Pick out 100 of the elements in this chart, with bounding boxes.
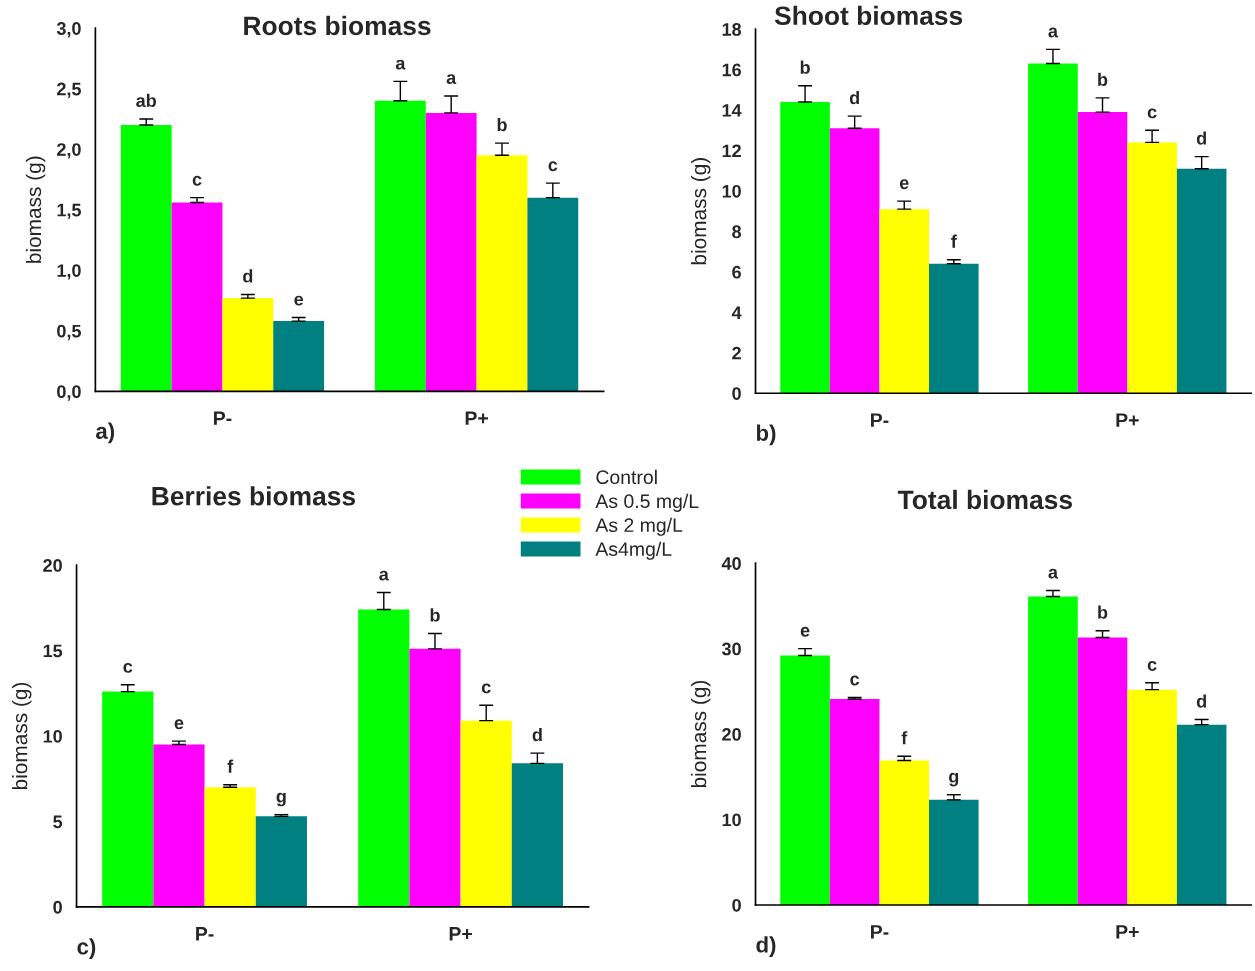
- data-label: d: [532, 727, 542, 742]
- chart-title: Berries biomass: [152, 486, 356, 506]
- y-tick-label: 6: [732, 265, 741, 279]
- y-tick-label: 0: [732, 898, 741, 912]
- bar: [222, 298, 274, 392]
- y-tick-label: 20: [43, 559, 62, 572]
- bar: [1176, 724, 1227, 905]
- data-label: g: [949, 772, 959, 787]
- y-tick-label: 14: [722, 104, 742, 117]
- bar: [255, 816, 307, 907]
- bar: [358, 609, 410, 907]
- bar: [780, 655, 830, 905]
- data-label: c: [123, 662, 133, 673]
- x-tick-label: P+: [1116, 925, 1139, 939]
- bar: [204, 787, 256, 907]
- data-label: c: [192, 175, 202, 186]
- y-axis-title: biomass (g): [25, 156, 46, 263]
- bar: [374, 100, 426, 392]
- x-tick-label: P+: [449, 927, 472, 941]
- bar: [1028, 596, 1078, 905]
- y-tick-label: 2: [732, 346, 741, 360]
- y-tick-label: 15: [43, 644, 63, 658]
- data-label: b: [800, 60, 810, 74]
- bar: [273, 321, 325, 392]
- y-tick-label: 0,0: [57, 385, 81, 401]
- text: a): [96, 422, 115, 444]
- data-label: f: [901, 731, 908, 745]
- y-tick-label: 3,0: [56, 22, 81, 38]
- y-tick-label: 8: [732, 225, 742, 239]
- bar: [409, 648, 461, 907]
- y-tick-label: 1,5: [57, 203, 81, 220]
- y-tick-label: 0: [732, 387, 741, 400]
- bar: [425, 112, 477, 392]
- y-tick-label: 10: [722, 813, 741, 827]
- data-label: f: [951, 234, 957, 248]
- bar: [929, 263, 979, 394]
- bar: [171, 202, 223, 392]
- legend-label: As 0.5 mg/L: [595, 493, 699, 512]
- text: c): [77, 938, 96, 959]
- data-label: d: [1196, 131, 1206, 145]
- data-label: a: [379, 570, 389, 581]
- data-label: d: [243, 269, 253, 283]
- x-tick-label: P+: [1116, 413, 1139, 427]
- bar: [1127, 689, 1177, 905]
- text: d): [756, 936, 776, 957]
- data-label: c: [1147, 108, 1157, 119]
- chart-title: Roots biomass: [244, 15, 431, 36]
- data-label: ab: [136, 93, 156, 108]
- data-label: c: [548, 161, 558, 172]
- bar: [527, 197, 579, 392]
- data-label: g: [276, 792, 286, 807]
- data-label: b: [430, 608, 440, 622]
- bar: [153, 744, 205, 907]
- x-tick-label: P-: [214, 411, 232, 425]
- y-tick-label: 10: [722, 184, 741, 198]
- data-label: d: [1196, 694, 1206, 708]
- y-tick-label: 10: [43, 729, 62, 743]
- y-axis-title: biomass (g): [691, 680, 711, 788]
- y-tick-label: 2,0: [57, 143, 81, 159]
- x-tick-label: P+: [465, 411, 488, 425]
- text: b): [756, 424, 776, 446]
- data-label: d: [849, 90, 859, 105]
- y-tick-label: 18: [722, 23, 742, 36]
- y-axis-title: biomass (g): [12, 682, 32, 790]
- y-tick-label: 0,5: [57, 324, 81, 341]
- bar: [102, 691, 154, 907]
- y-tick-label: 2,5: [57, 82, 81, 99]
- bar: [476, 155, 528, 392]
- data-label: e: [294, 295, 304, 306]
- y-tick-label: 1,0: [57, 264, 81, 280]
- chart-title: Total biomass: [897, 489, 1072, 510]
- y-tick-label: 4: [731, 306, 742, 319]
- y-axis-title: biomass (g): [691, 158, 711, 265]
- legend-label: As4mg/L: [595, 541, 672, 560]
- legend-label: As 2 mg/L: [595, 517, 683, 536]
- y-tick-label: 30: [721, 642, 741, 656]
- data-label: c: [1147, 661, 1157, 671]
- data-label: a: [446, 74, 457, 85]
- y-tick-label: 0: [53, 900, 62, 914]
- bar: [1028, 63, 1078, 394]
- bar: [1127, 142, 1177, 394]
- data-label: f: [227, 759, 234, 773]
- data-label: b: [1098, 605, 1108, 619]
- data-label: e: [174, 719, 184, 730]
- chart-title: Shoot biomass: [774, 5, 963, 26]
- y-tick-label: 5: [53, 815, 63, 829]
- bar: [879, 760, 930, 905]
- x-tick-label: P-: [871, 413, 889, 427]
- y-tick-label: 16: [722, 63, 741, 77]
- legend-label: Control: [596, 469, 657, 485]
- bar: [829, 699, 880, 905]
- data-label: a: [1048, 27, 1059, 38]
- y-tick-label: 20: [722, 728, 741, 741]
- data-label: a: [1048, 568, 1059, 579]
- bar: [1077, 637, 1128, 905]
- data-label: e: [899, 179, 909, 190]
- data-label: b: [497, 117, 507, 132]
- x-tick-label: P-: [196, 927, 214, 941]
- bar: [460, 720, 512, 907]
- bar: [511, 763, 563, 907]
